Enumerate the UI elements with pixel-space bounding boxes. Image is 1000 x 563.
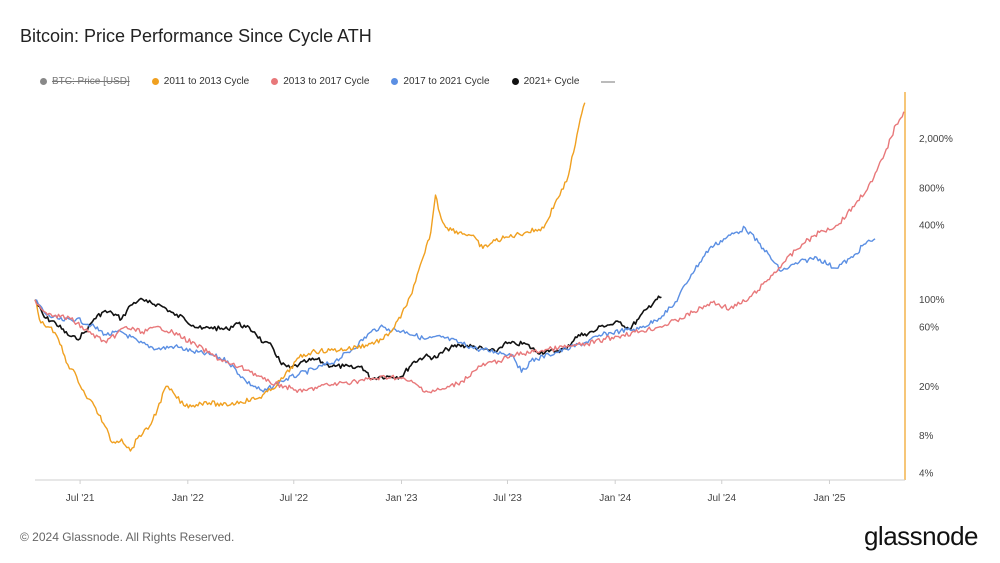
series-line-2013-to-2017-cycle <box>34 111 905 394</box>
x-tick-label: Jul '22 <box>279 493 308 504</box>
y-tick-label: 4% <box>919 468 934 479</box>
legend-label: BTC: Price [USD] <box>52 76 130 87</box>
x-axis: Jul '21 Jan '22 Jul '22 Jan '23 Jul '23 Jan '… <box>35 479 905 504</box>
legend-item-2021-plus[interactable]: 2021+ Cycle <box>511 76 580 87</box>
legend-marker <box>391 78 399 85</box>
series-line-2017-to-2021-cycle <box>34 225 876 393</box>
series-line-2021-cycle <box>34 295 662 381</box>
chart-title: Bitcoin: Price Performance Since Cycle A… <box>20 26 372 46</box>
legend-marker <box>271 78 279 85</box>
legend-label: 2013 to 2017 Cycle <box>283 76 370 87</box>
x-tick-label: Jul '21 <box>66 493 95 504</box>
legend-label: 2021+ Cycle <box>523 76 580 87</box>
chart-legend: BTC: Price [USD] 2011 to 2013 Cycle 2013… <box>40 76 616 87</box>
x-tick-label: Jul '23 <box>493 493 522 504</box>
legend-item-2017-2021[interactable]: 2017 to 2021 Cycle <box>391 76 490 87</box>
series-lines <box>34 92 906 480</box>
y-axis: 4% 8% 20% 60% 100% 400% 800% 2,000% <box>919 134 953 479</box>
legend-more-marker[interactable] <box>601 80 616 83</box>
y-tick-label: 20% <box>919 382 939 393</box>
y-tick-label: 100% <box>919 295 945 306</box>
legend-item-2013-2017[interactable]: 2013 to 2017 Cycle <box>271 76 369 87</box>
legend-label: 2017 to 2021 Cycle <box>403 76 490 87</box>
legend-marker <box>40 78 47 85</box>
y-tick-label: 400% <box>919 221 945 232</box>
x-tick-label: Jan '23 <box>386 493 418 504</box>
y-tick-label: 60% <box>919 323 939 334</box>
legend-label: 2011 to 2013 Cycle <box>163 76 250 87</box>
x-tick-label: Jul '24 <box>707 493 736 504</box>
x-tick-label: Jan '24 <box>599 493 631 504</box>
x-tick-label: Jan '22 <box>172 493 204 504</box>
x-tick-label: Jan '25 <box>814 493 846 504</box>
y-tick-label: 2,000% <box>919 134 953 145</box>
series-line-2011-to-2013-cycle <box>34 102 586 452</box>
brand-logo: glassnode <box>863 521 979 551</box>
y-tick-label: 8% <box>919 431 934 442</box>
legend-marker <box>511 78 519 85</box>
legend-item-btc-price[interactable]: BTC: Price [USD] <box>40 76 130 87</box>
legend-marker <box>151 78 159 85</box>
y-tick-label: 800% <box>919 183 945 194</box>
copyright-text: © 2024 Glassnode. All Rights Reserved. <box>20 530 235 544</box>
legend-item-2011-2013[interactable]: 2011 to 2013 Cycle <box>151 76 250 87</box>
